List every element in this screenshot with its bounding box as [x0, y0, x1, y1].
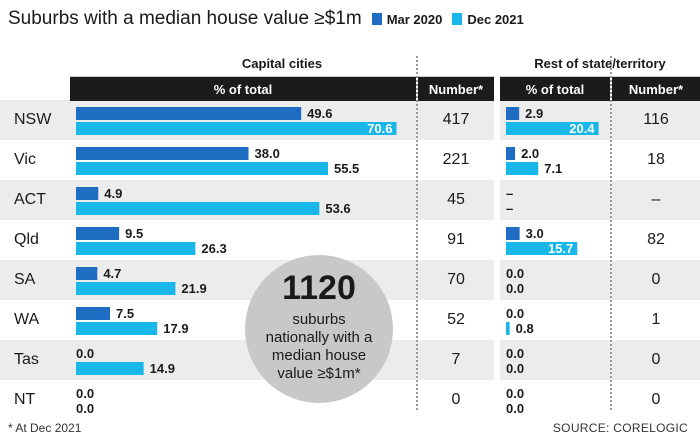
capital-number-header: Number*	[418, 77, 494, 101]
bar-rest-nsw-dec-2021	[506, 122, 599, 135]
bar-capital-tas-dec-2021	[76, 362, 144, 375]
capital-number-nsw: 417	[442, 111, 470, 128]
bar-label-capital-nt-mar-2020: 0.0	[76, 386, 94, 401]
legend-swatch-mar-2020	[371, 13, 382, 25]
bar-label-rest-qld-dec-2021: 15.7	[548, 241, 573, 256]
bar-label-rest-nt-dec-2021: 0.0	[506, 401, 524, 416]
chart-header: Suburbs with a median house value ≥$1m M…	[8, 4, 524, 34]
rest-number-qld: 82	[647, 231, 665, 248]
capital-cities-header: Capital cities	[70, 50, 494, 77]
capital-number-qld: 91	[447, 231, 465, 248]
source-note: SOURCE: CORELOGIC	[552, 421, 688, 435]
total-callout: 1120 suburbs nationally with a median ho…	[245, 255, 393, 403]
group-gutter	[494, 50, 500, 410]
rest-number-tas: 0	[651, 351, 661, 368]
bar-label-capital-sa-mar-2020: 4.7	[103, 266, 121, 281]
bar-label-capital-sa-dec-2021: 21.9	[181, 281, 206, 296]
total-callout-number: 1120	[282, 269, 356, 307]
rest-of-state-header: Rest of state/territory	[500, 50, 700, 77]
bar-label-rest-wa-mar-2020: 0.0	[506, 306, 524, 321]
bar-rest-vic-dec-2021	[506, 162, 539, 175]
legend-item-mar-2020: Mar 2020	[371, 11, 443, 27]
bar-rest-nsw-mar-2020	[506, 107, 520, 120]
bar-label-capital-tas-mar-2020: 0.0	[76, 346, 94, 361]
total-callout-text: suburbs nationally with a median house v…	[265, 311, 373, 382]
bar-label-rest-act-mar-2020: –	[506, 186, 513, 201]
bar-capital-vic-mar-2020	[76, 147, 249, 160]
bar-label-capital-qld-mar-2020: 9.5	[125, 226, 143, 241]
legend-label-dec-2021: Dec 2021	[467, 11, 524, 27]
capital-number-sa: 70	[447, 271, 465, 288]
state-label-wa: WA	[14, 311, 40, 328]
bar-capital-nsw-dec-2021	[76, 122, 397, 135]
bar-capital-act-dec-2021	[76, 202, 320, 215]
legend-item-dec-2021: Dec 2021	[452, 11, 524, 27]
bar-label-capital-qld-dec-2021: 26.3	[201, 241, 226, 256]
bar-label-rest-vic-dec-2021: 7.1	[544, 161, 562, 176]
state-label-nsw: NSW	[14, 111, 52, 128]
legend-label-mar-2020: Mar 2020	[386, 11, 443, 27]
capital-number-tas: 7	[451, 351, 461, 368]
bar-capital-wa-dec-2021	[76, 322, 158, 335]
bar-label-capital-tas-dec-2021: 14.9	[150, 361, 175, 376]
bar-label-capital-vic-mar-2020: 38.0	[255, 146, 280, 161]
chart-title: Suburbs with a median house value ≥$1m	[8, 8, 362, 29]
bar-label-capital-wa-dec-2021: 17.9	[163, 321, 188, 336]
bar-capital-sa-mar-2020	[76, 267, 98, 280]
rest-pct-header: % of total	[500, 77, 610, 101]
bar-label-rest-act-dec-2021: –	[506, 201, 513, 216]
rest-number-sa: 0	[651, 271, 661, 288]
bar-capital-sa-dec-2021	[76, 282, 176, 295]
bar-label-capital-nsw-dec-2021: 70.6	[367, 121, 392, 136]
legend-swatch-dec-2021	[452, 13, 463, 25]
capital-number-wa: 52	[447, 311, 465, 328]
bar-capital-qld-mar-2020	[76, 227, 120, 240]
capital-pct-header: % of total	[70, 77, 416, 101]
bar-label-capital-nsw-mar-2020: 49.6	[307, 106, 332, 121]
separator-capital-number	[416, 56, 418, 410]
capital-number-act: 45	[447, 191, 465, 208]
bar-capital-wa-mar-2020	[76, 307, 111, 320]
bar-capital-act-mar-2020	[76, 187, 99, 200]
bar-label-rest-wa-dec-2021: 0.8	[516, 321, 534, 336]
state-label-tas: Tas	[14, 351, 39, 368]
rest-number-vic: 18	[647, 151, 665, 168]
bar-label-capital-act-mar-2020: 4.9	[104, 186, 122, 201]
bar-label-capital-nt-dec-2021: 0.0	[76, 401, 94, 416]
bar-label-capital-act-dec-2021: 53.6	[325, 201, 350, 216]
bar-label-rest-nt-mar-2020: 0.0	[506, 386, 524, 401]
bar-label-rest-sa-mar-2020: 0.0	[506, 266, 524, 281]
bar-label-rest-vic-mar-2020: 2.0	[521, 146, 539, 161]
separator-rest-number	[610, 56, 612, 410]
bar-label-rest-tas-mar-2020: 0.0	[506, 346, 524, 361]
state-label-sa: SA	[14, 271, 36, 288]
bar-rest-vic-mar-2020	[506, 147, 516, 160]
footnote: * At Dec 2021	[8, 421, 82, 435]
bar-label-capital-vic-dec-2021: 55.5	[334, 161, 359, 176]
rest-number-act: –	[651, 191, 661, 208]
state-label-qld: Qld	[14, 231, 39, 248]
bar-label-rest-nsw-dec-2021: 20.4	[569, 121, 595, 136]
bar-capital-vic-dec-2021	[76, 162, 328, 175]
rest-number-nt: 0	[651, 391, 661, 408]
bar-label-capital-wa-mar-2020: 7.5	[116, 306, 134, 321]
bar-label-rest-qld-mar-2020: 3.0	[526, 226, 544, 241]
bar-label-rest-sa-dec-2021: 0.0	[506, 281, 524, 296]
state-label-act: ACT	[14, 191, 46, 208]
bar-label-rest-tas-dec-2021: 0.0	[506, 361, 524, 376]
state-label-nt: NT	[14, 391, 36, 408]
bar-capital-nsw-mar-2020	[76, 107, 302, 120]
bar-label-rest-nsw-mar-2020: 2.9	[525, 106, 543, 121]
bar-capital-qld-dec-2021	[76, 242, 196, 255]
capital-number-vic: 221	[442, 151, 470, 168]
bar-rest-qld-dec-2021	[506, 242, 578, 255]
capital-number-nt: 0	[451, 391, 461, 408]
state-label-vic: Vic	[14, 151, 36, 168]
rest-number-nsw: 116	[643, 111, 669, 128]
bar-rest-qld-mar-2020	[506, 227, 520, 240]
bar-rest-wa-dec-2021	[506, 322, 510, 335]
rest-number-wa: 1	[651, 311, 661, 328]
rest-number-header: Number*	[612, 77, 700, 101]
